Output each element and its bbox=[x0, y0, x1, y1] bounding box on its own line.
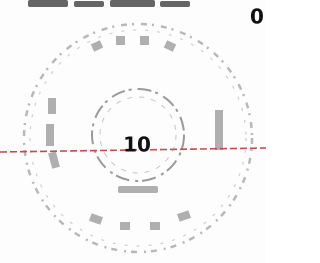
center-number: 10 bbox=[123, 133, 151, 157]
corner-mark: 0 bbox=[250, 5, 264, 29]
paper bbox=[0, 0, 266, 263]
stamp-scan: 10 0 bbox=[0, 0, 266, 263]
page: 10 0 (() => { const data = JSON.parse(do… bbox=[0, 0, 320, 263]
